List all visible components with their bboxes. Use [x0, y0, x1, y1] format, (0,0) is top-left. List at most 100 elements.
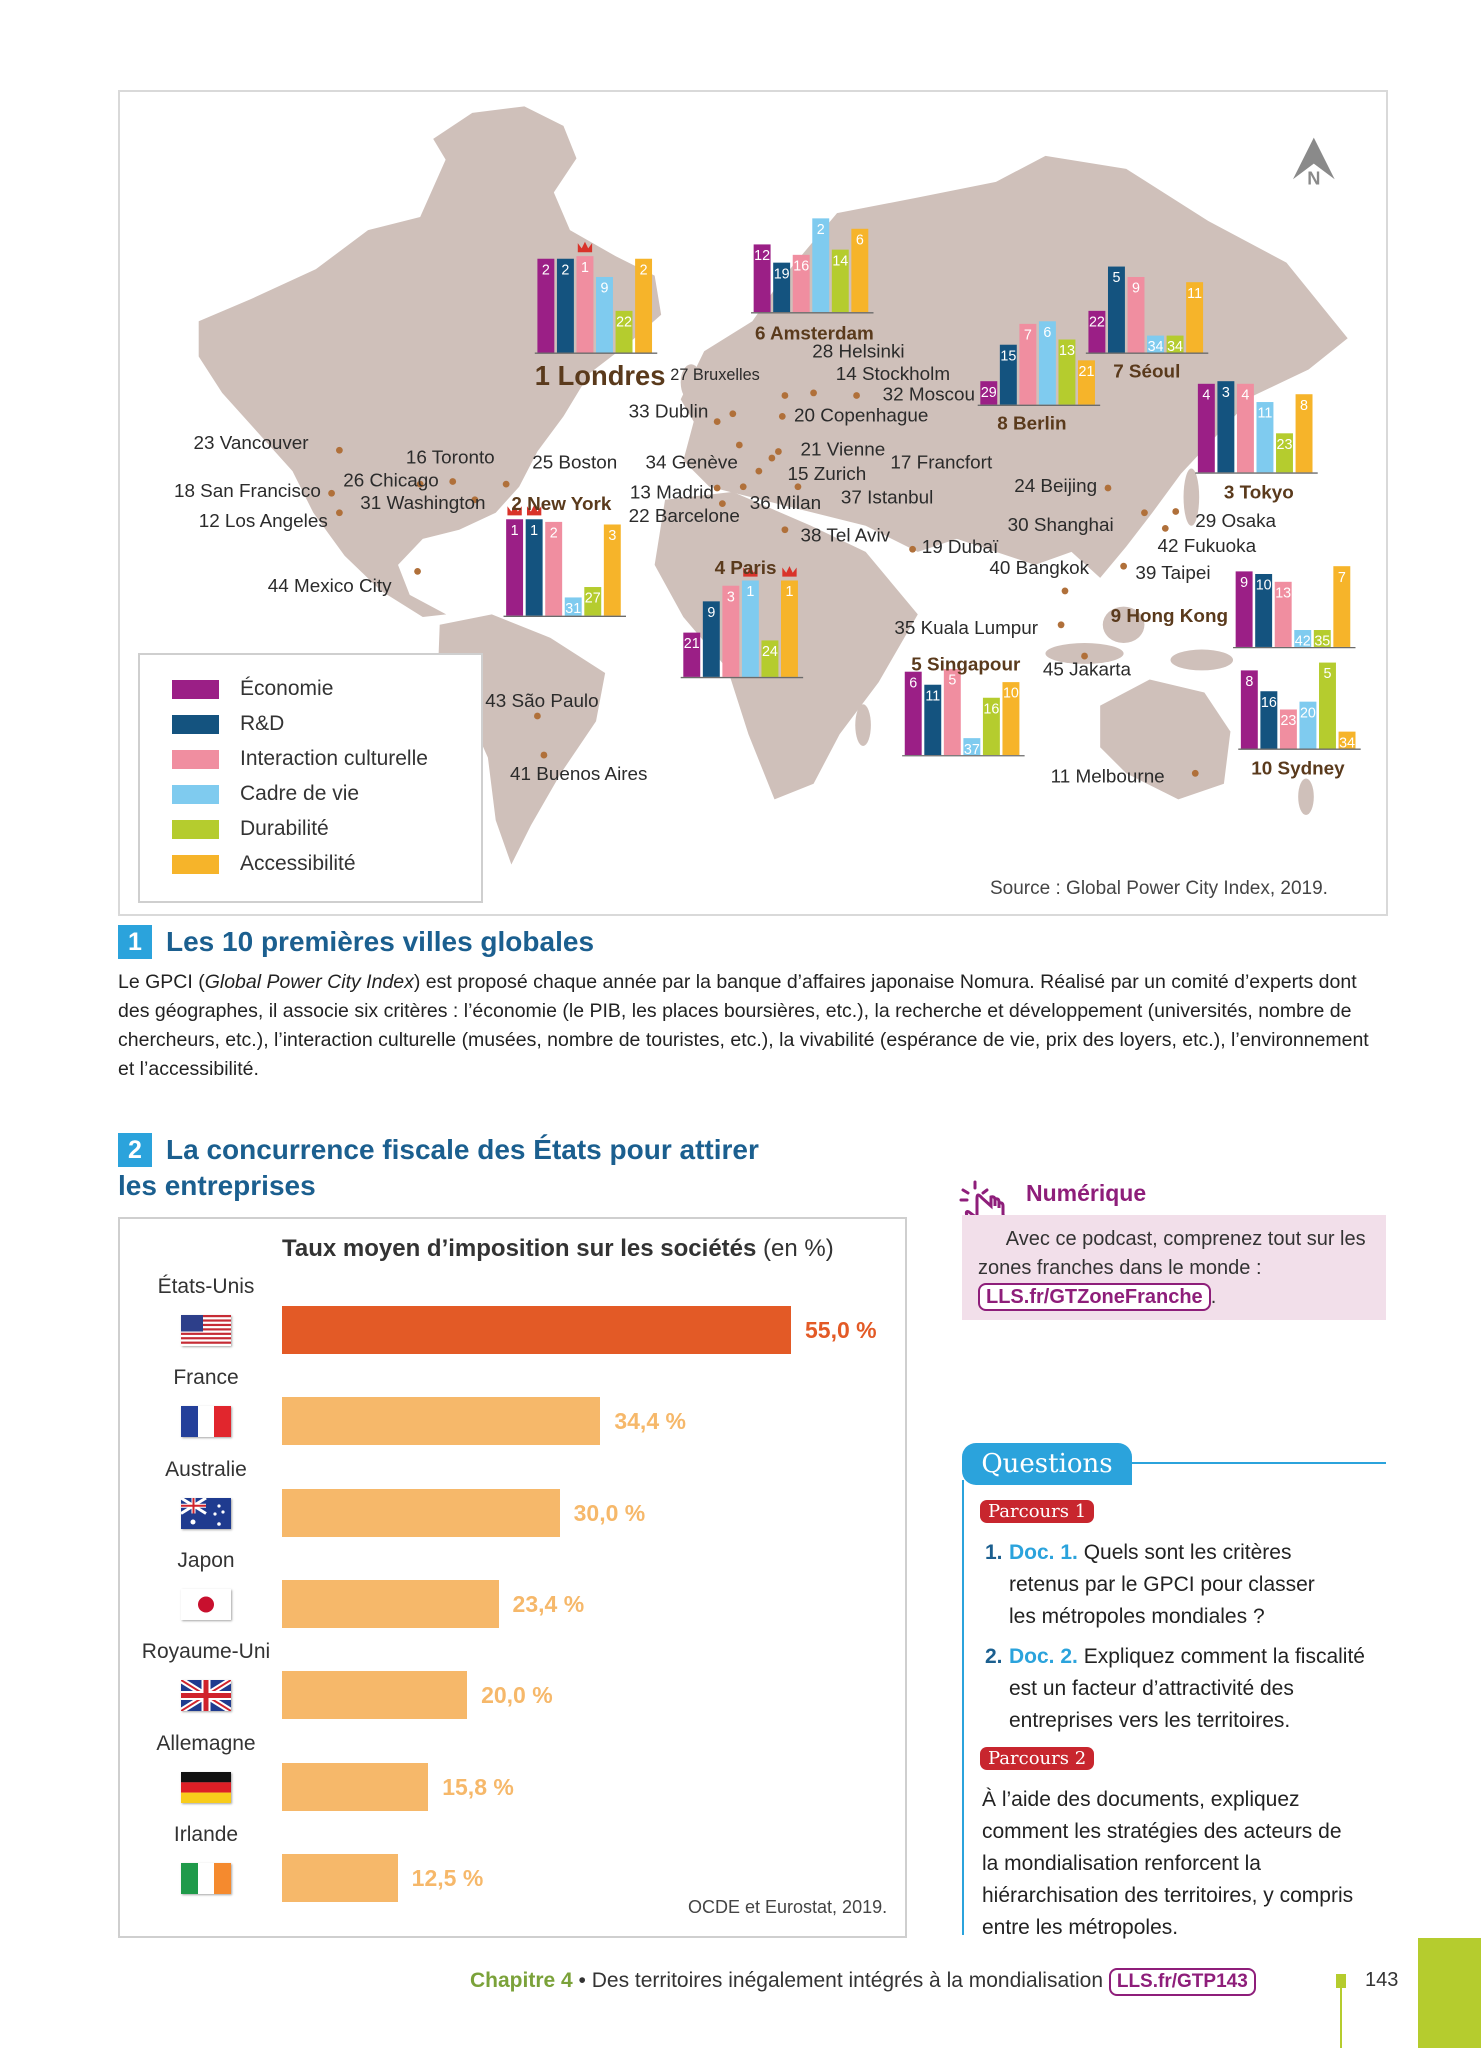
- city-dot: [1104, 484, 1112, 492]
- city-label: 26 Chicago: [343, 471, 439, 492]
- criteria-rank: 5: [1324, 666, 1332, 682]
- country-label: Irlande: [173, 1822, 239, 1846]
- criteria-bar: [1260, 691, 1278, 749]
- criteria-rank: 5: [948, 673, 956, 689]
- criteria-rank: 14: [832, 253, 848, 269]
- criteria-rank: 1: [511, 523, 519, 539]
- criteria-bar: [1295, 394, 1313, 473]
- zone-franche-link[interactable]: LLS.fr/GTZoneFranche: [978, 1283, 1211, 1311]
- city-label: 43 São Paulo: [485, 691, 598, 712]
- criteria-rank: 9: [1240, 575, 1248, 591]
- france-flag-icon: [181, 1406, 231, 1438]
- criteria-rank: 6: [856, 232, 864, 248]
- city-dot: [416, 480, 424, 488]
- criteria-bar: [545, 521, 563, 616]
- legend-label: Durabilité: [240, 817, 329, 840]
- ireland-flag-icon: [181, 1862, 231, 1894]
- parcours1-label: Parcours 1: [980, 1500, 1095, 1523]
- city-label: 20 Copenhague: [794, 406, 928, 427]
- city-dot: [414, 568, 421, 575]
- tax-value-label: 30,0 %: [573, 1499, 646, 1526]
- world-map: N 23 Vancouver 16 Toronto 25 Boston 26 Chic…: [118, 90, 1388, 916]
- numerique-desc: Avec ce podcast, comprenez tout sur les …: [978, 1228, 1366, 1279]
- top-city-label: 10 Sydney: [1251, 759, 1345, 780]
- criteria-bar: [1166, 335, 1184, 353]
- criteria-rank: 4: [1241, 387, 1249, 403]
- legend-label: Économie: [240, 677, 334, 700]
- city-label: 35 Kuala Lumpur: [894, 618, 1038, 639]
- city-dot: [1141, 509, 1148, 517]
- criteria-rank: 2: [561, 262, 569, 278]
- criteria-bar: [1217, 381, 1235, 473]
- questions-title: Questions: [962, 1443, 1132, 1485]
- city-dot: [534, 712, 541, 720]
- country-label: France: [173, 1366, 239, 1390]
- city-dot: [781, 392, 789, 399]
- city-label: 31 Washington: [360, 493, 485, 514]
- numerique-title: Numérique: [1026, 1180, 1147, 1206]
- chapter-link[interactable]: LLS.fr/GTP143: [1108, 1968, 1256, 1996]
- doc1-number-badge: 1: [118, 925, 152, 959]
- tax-value-label: 20,0 %: [481, 1682, 553, 1709]
- criteria-rank: 11: [1187, 286, 1202, 302]
- city-dot: [735, 441, 743, 449]
- criteria-rank: 29: [981, 385, 997, 401]
- city-dot: [810, 389, 817, 397]
- city-label: 42 Fukuoka: [1157, 536, 1256, 557]
- legend-swatch: [172, 714, 219, 734]
- parcours2-badge: Parcours 2: [980, 1747, 1095, 1770]
- country-label: Royaume-Uni: [141, 1640, 271, 1664]
- criteria-rank: 19: [774, 266, 790, 282]
- tax-bar: [282, 1853, 398, 1902]
- city-label: 45 Jakarta: [1043, 660, 1132, 681]
- para-part: Le GPCI (: [118, 971, 205, 993]
- criteria-bar: [792, 254, 810, 313]
- criteria-bar: [761, 640, 779, 677]
- top-city-label: 7 Séoul: [1113, 361, 1180, 382]
- criteria-rank: 6: [1043, 325, 1051, 341]
- top-city-label: 3 Tokyo: [1224, 482, 1294, 503]
- top-city-label: 6 Amsterdam: [755, 324, 874, 345]
- criteria-rank: 7: [1338, 570, 1346, 586]
- us-flag-icon: [181, 1315, 231, 1346]
- city-label: 21 Vienne: [801, 439, 886, 460]
- criteria-bar: [596, 276, 613, 353]
- criteria-rank: 16: [793, 258, 809, 274]
- para-italic: Global Power City Index: [204, 971, 414, 993]
- city-chart: 9 10 13 42 35 7 9 Hong Kong: [1111, 566, 1356, 650]
- numerique-text: Avec ce podcast, comprenez tout sur les …: [978, 1225, 1378, 1312]
- tax-bar: [282, 1671, 468, 1720]
- legend-label: Cadre de vie: [240, 782, 360, 805]
- criteria-bar: [1255, 573, 1273, 647]
- city-dot: [328, 489, 335, 497]
- city-dot: [778, 412, 786, 420]
- top-city-label: 9 Hong Kong: [1111, 606, 1228, 627]
- city-dot: [449, 478, 457, 485]
- criteria-rank: 21: [684, 636, 700, 652]
- criteria-rank: 6: [909, 675, 917, 691]
- legend-item: Interaction culturelle: [172, 747, 428, 771]
- map-canvas: N 23 Vancouver 16 Toronto 25 Boston 26 Chic…: [174, 106, 1361, 865]
- city-dot: [1191, 769, 1199, 777]
- city-dot: [1057, 621, 1065, 629]
- city-label: 18 San Francisco: [174, 481, 321, 502]
- north-america: [198, 129, 662, 617]
- criteria-bar: [1294, 630, 1312, 647]
- new-zealand: [1298, 778, 1314, 815]
- top-city-label: 5 Singapour: [911, 654, 1021, 675]
- criteria-bar: [963, 738, 981, 756]
- parcours2-label: Parcours 2: [980, 1747, 1095, 1770]
- city-dot: [336, 509, 343, 517]
- criteria-bar: [980, 381, 998, 405]
- legend-swatch: [172, 784, 219, 804]
- criteria-rank: 27: [585, 591, 601, 607]
- criteria-rank: 23: [1280, 713, 1296, 729]
- criteria-bar: [1088, 310, 1106, 353]
- criteria-bar: [982, 697, 1000, 756]
- criteria-bar: [812, 218, 830, 313]
- criteria-rank: 8: [1245, 674, 1253, 690]
- city-label: 15 Zurich: [788, 464, 867, 485]
